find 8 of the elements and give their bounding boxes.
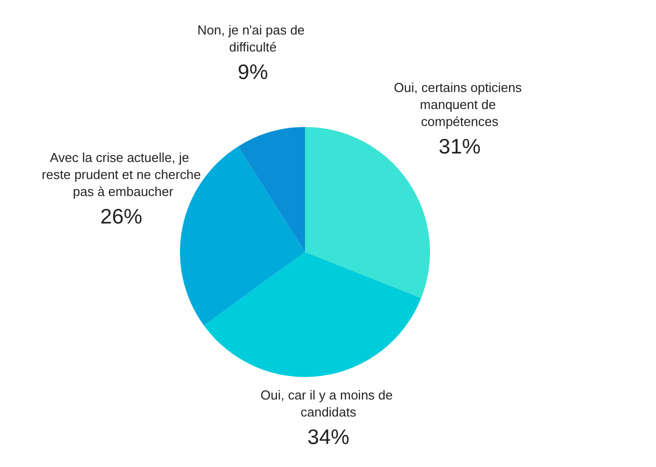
slice-label: Oui, car il y a moins de candidats — [260, 388, 396, 420]
data-label: 26% — [100, 205, 142, 228]
slice-label: Avec la crise actuelle, je reste prudent et ne cherche pas à embaucher — [42, 150, 201, 199]
slice-label: Oui, certains opticiens manquent de compétences — [394, 80, 526, 129]
data-label: 9% — [238, 60, 268, 84]
data-label: 34% — [307, 426, 350, 450]
slice-label: Non, je n'ai pas de difficulté — [197, 22, 308, 54]
data-label: 31% — [438, 135, 481, 158]
